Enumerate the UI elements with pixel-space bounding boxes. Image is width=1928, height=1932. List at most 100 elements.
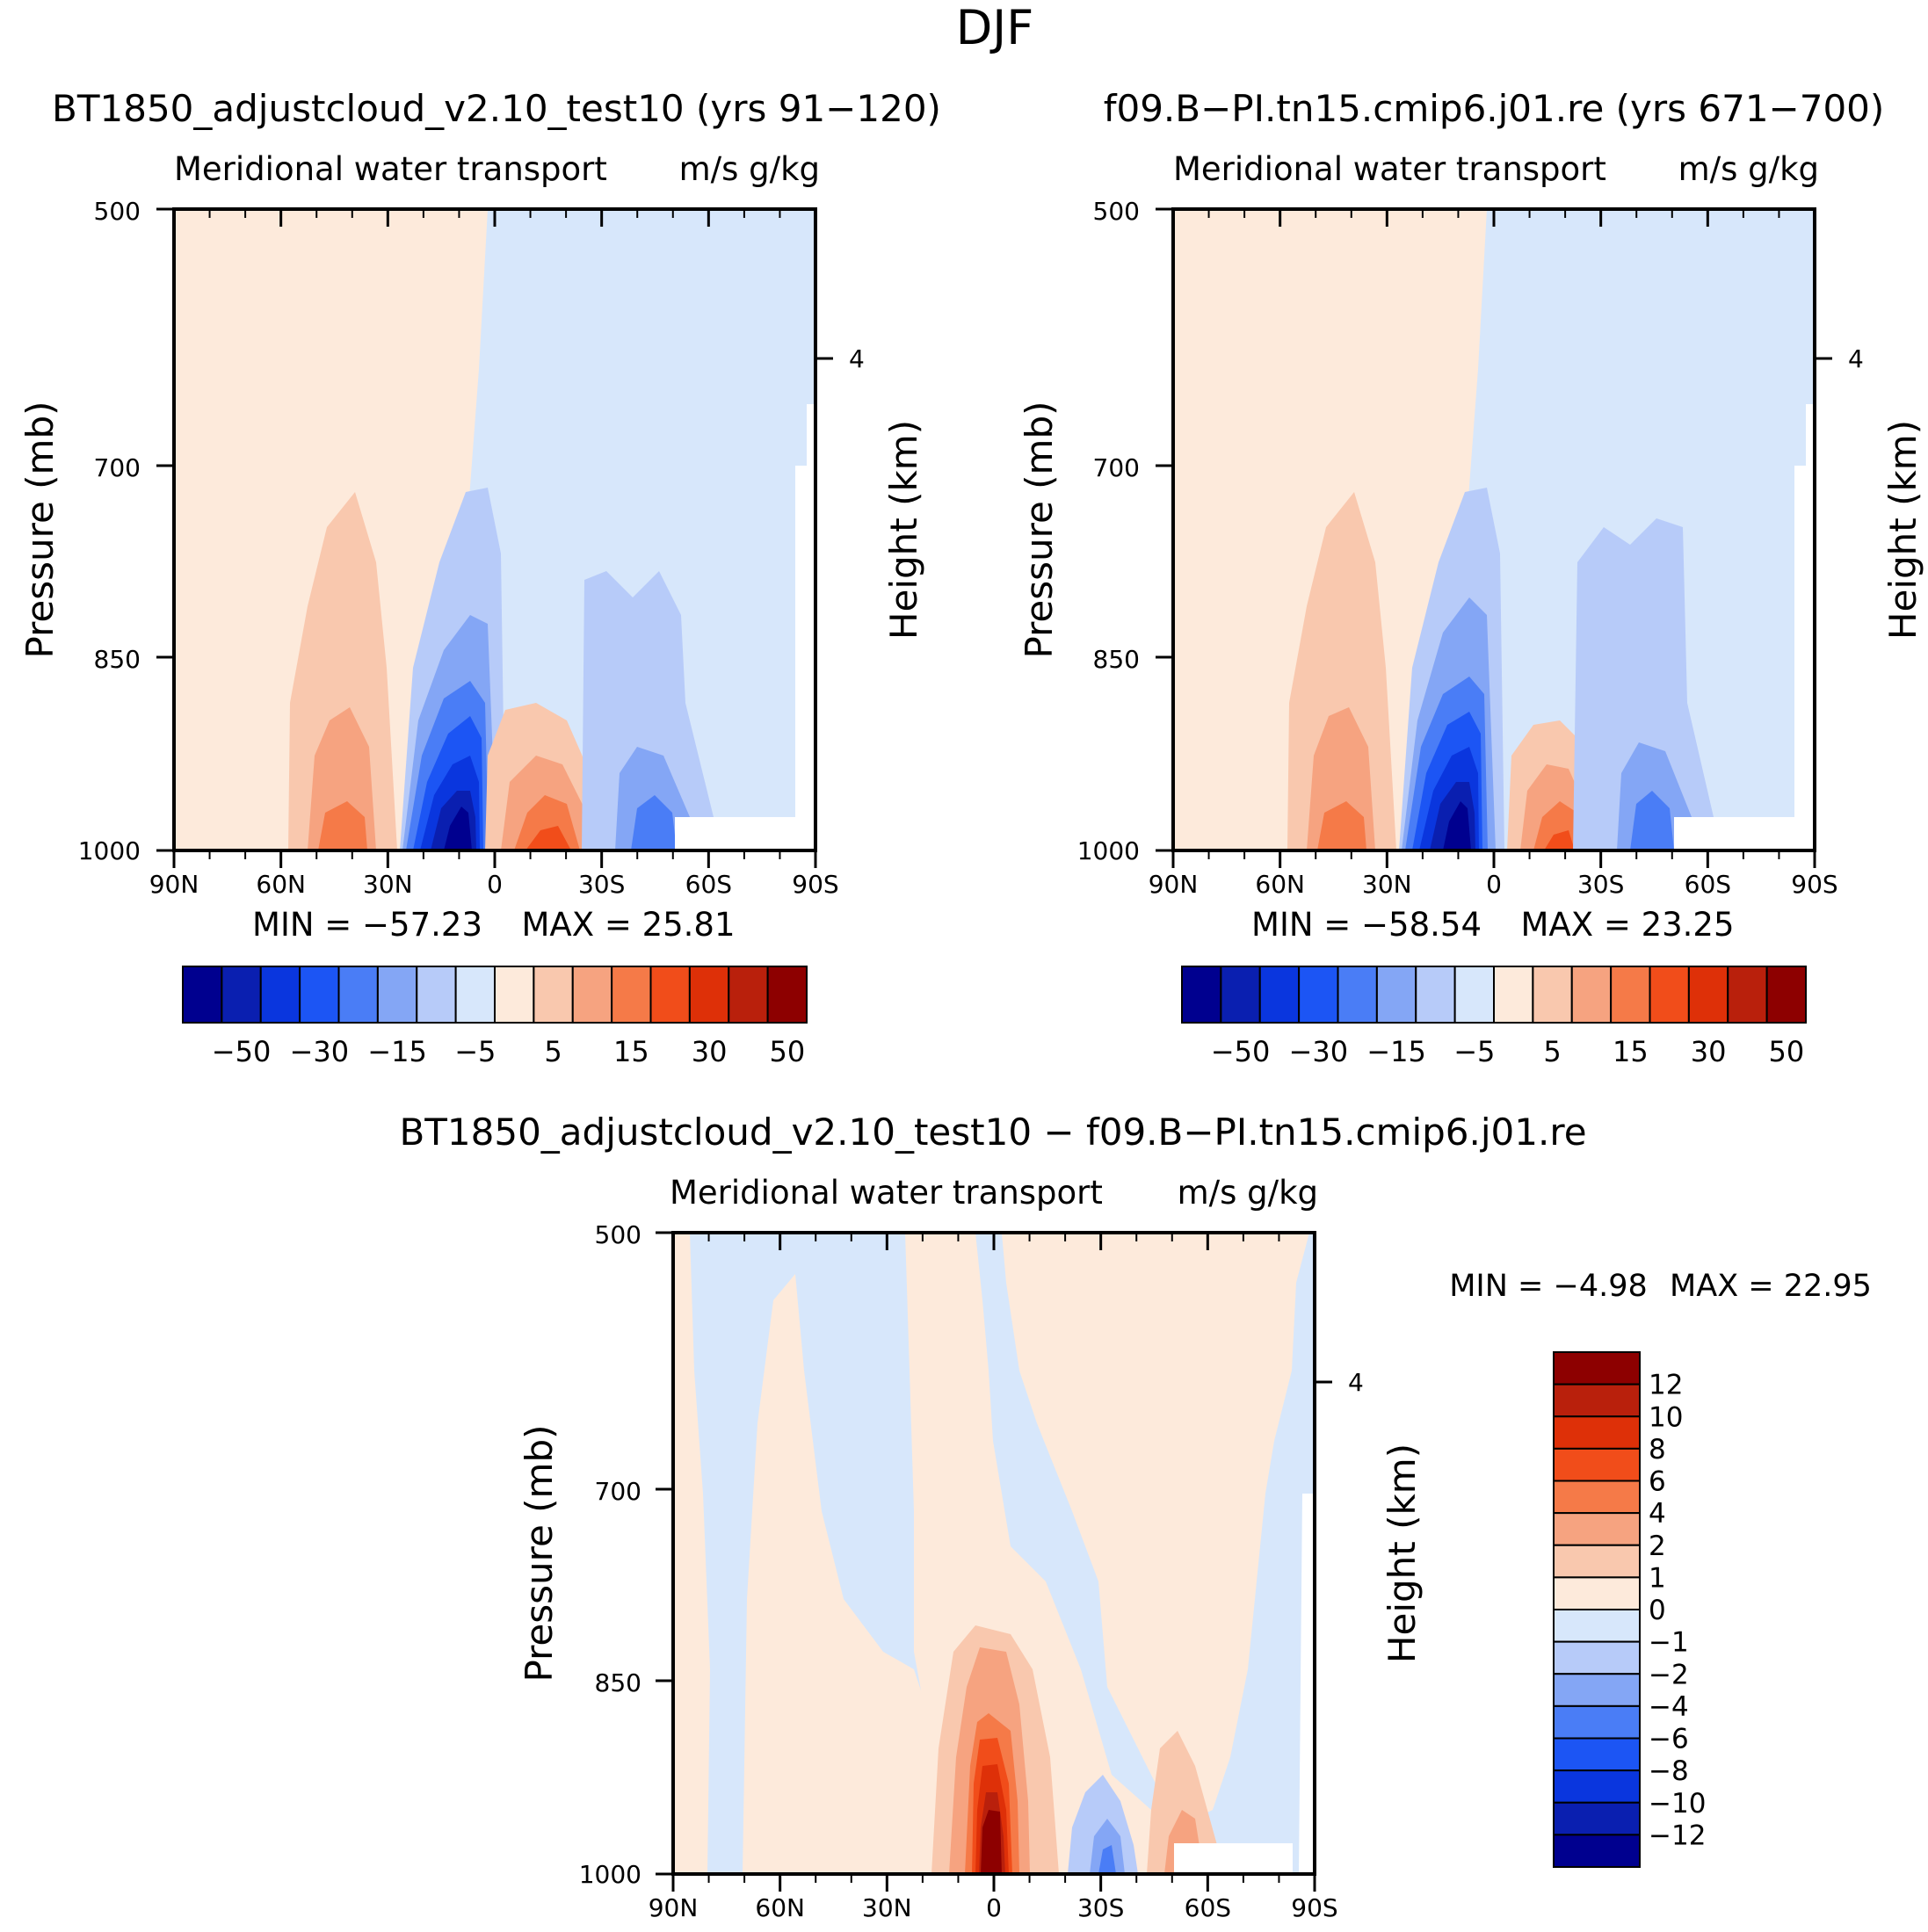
colorbar-label: −5	[1453, 1035, 1495, 1068]
colorbar-box	[688, 966, 730, 1024]
positive-cell-sh	[485, 703, 605, 850]
y-tick-700: 700	[94, 453, 141, 482]
x-tick-label: 90N	[1149, 870, 1199, 899]
colorbar-box	[571, 966, 613, 1024]
x-tick-label: 30S	[1577, 870, 1624, 899]
background-negative	[453, 209, 815, 850]
colorbar-label: 50	[769, 1035, 805, 1068]
x-tick-label: 90N	[149, 870, 199, 899]
negative-cell-sh	[582, 571, 798, 850]
white-mask-antarctica	[1174, 1843, 1293, 1874]
negative-cell-tropics	[400, 488, 505, 850]
colorbar-label: −50	[212, 1035, 272, 1068]
white-gap	[795, 404, 815, 850]
colorbar-box	[1553, 1834, 1641, 1868]
colorbar-box	[221, 966, 262, 1024]
panel-bottom-difference: BT1850_adjustcloud_v2.10_test10 − f09.B−…	[399, 1111, 1871, 1922]
x-tick-label: 30S	[1077, 1893, 1124, 1922]
colorbar-box	[1610, 966, 1651, 1024]
colorbar-box	[649, 966, 691, 1024]
max-label-bottom: MAX = 22.95	[1670, 1269, 1872, 1304]
case-title-top-right: f09.B−PI.tn15.cmip6.j01.re (yrs 671−700)	[1104, 87, 1885, 130]
positive-cell-nh	[288, 492, 397, 850]
colorbar-label: 50	[1768, 1035, 1804, 1068]
colorbar-label: 6	[1649, 1466, 1666, 1498]
colorbar-box	[1649, 966, 1690, 1024]
x-tick-label: 60N	[755, 1893, 805, 1922]
colorbar-label: 2	[1649, 1530, 1666, 1562]
y-tick-1000: 1000	[579, 1860, 641, 1889]
white-mask-antarctica	[675, 817, 798, 850]
x-tick-label: 0	[986, 1893, 1002, 1922]
right-tick-4: 4	[1348, 1368, 1364, 1397]
right-ylabel-top-left: Height (km)	[882, 420, 925, 640]
panel-top-left: BT1850_adjustcloud_v2.10_test10 (yrs 91−…	[18, 87, 941, 1068]
y-tick-500: 500	[595, 1220, 641, 1249]
y-tick-1000: 1000	[78, 836, 141, 865]
x-tick-label: 30N	[862, 1893, 912, 1922]
x-tick-label: 90S	[792, 870, 838, 899]
figure-title: DJF	[956, 0, 1034, 55]
ylabel-top-left: Pressure (mb)	[18, 401, 62, 658]
colorbar-label: −30	[290, 1035, 350, 1068]
colorbar-label: −15	[1366, 1035, 1426, 1068]
colorbar-box	[1553, 1576, 1641, 1610]
right-tick-4: 4	[1848, 344, 1864, 373]
max-label-top-right: MAX = 23.25	[1520, 906, 1734, 944]
colorbar-box	[337, 966, 379, 1024]
colorbar-box	[1258, 966, 1301, 1024]
colorbar-box	[1570, 966, 1613, 1024]
colorbar-label: −5	[454, 1035, 496, 1068]
x-tick-label: 0	[487, 870, 503, 899]
right-ylabel-top-right: Height (km)	[1881, 420, 1924, 640]
colorbar-box	[1553, 1769, 1641, 1804]
colorbar-box	[376, 966, 418, 1024]
y-tick-500: 500	[1093, 197, 1140, 226]
colorbar-box	[1337, 966, 1378, 1024]
min-label-top-left: MIN = −57.23	[252, 906, 482, 944]
ylabel-top-right: Pressure (mb)	[1018, 401, 1061, 658]
colorbar-box	[299, 966, 340, 1024]
colorbar-label: −2	[1649, 1659, 1689, 1690]
colorbar-box	[1553, 1801, 1641, 1836]
positive-cell-nh	[1287, 492, 1396, 850]
y-tick-700: 700	[595, 1477, 641, 1506]
x-tick-label: 90S	[1791, 870, 1837, 899]
colorbar-label: 4	[1649, 1498, 1666, 1530]
x-tick-label: 60S	[1185, 1893, 1231, 1922]
colorbar-box	[182, 966, 223, 1024]
colorbar-box	[1553, 1480, 1641, 1515]
colorbar-box	[494, 966, 535, 1024]
x-tick-label: 60S	[685, 870, 732, 899]
colorbar-label: −8	[1649, 1755, 1689, 1787]
colorbar-box	[1553, 1512, 1641, 1546]
left-string-top-left: Meridional water transport	[174, 150, 607, 188]
colorbar-label: 1	[1649, 1562, 1666, 1594]
colorbar-label: −10	[1649, 1788, 1706, 1820]
colorbar-label: −15	[367, 1035, 427, 1068]
colorbar-label: 0	[1649, 1595, 1666, 1626]
y-tick-700: 700	[1093, 453, 1140, 482]
negative-cell-sh	[1573, 518, 1797, 850]
y-tick-850: 850	[94, 645, 141, 674]
left-string-bottom: Meridional water transport	[670, 1174, 1103, 1212]
colorbar-label: 12	[1649, 1370, 1683, 1401]
colorbar-label: 15	[1613, 1035, 1649, 1068]
plot-area-bottom	[673, 1233, 1315, 1874]
right-string-top-left: m/s g/kg	[679, 150, 820, 188]
min-label-bottom: MIN = −4.98	[1449, 1269, 1648, 1304]
max-label-top-left: MAX = 25.81	[521, 906, 735, 944]
colorbar-label: −12	[1649, 1820, 1706, 1851]
colorbar-box	[1553, 1383, 1641, 1418]
case-title-bottom: BT1850_adjustcloud_v2.10_test10 − f09.B−…	[399, 1111, 1586, 1154]
colorbar-box	[1687, 966, 1729, 1024]
x-tick-label: 30S	[578, 870, 625, 899]
colorbar-box	[1532, 966, 1573, 1024]
left-string-top-right: Meridional water transport	[1173, 150, 1606, 188]
right-string-top-right: m/s g/kg	[1678, 150, 1819, 188]
colorbar-label: 5	[1543, 1035, 1561, 1068]
colorbar-box	[1553, 1447, 1641, 1482]
colorbar-box	[1220, 966, 1261, 1024]
colorbar-box	[1375, 966, 1417, 1024]
